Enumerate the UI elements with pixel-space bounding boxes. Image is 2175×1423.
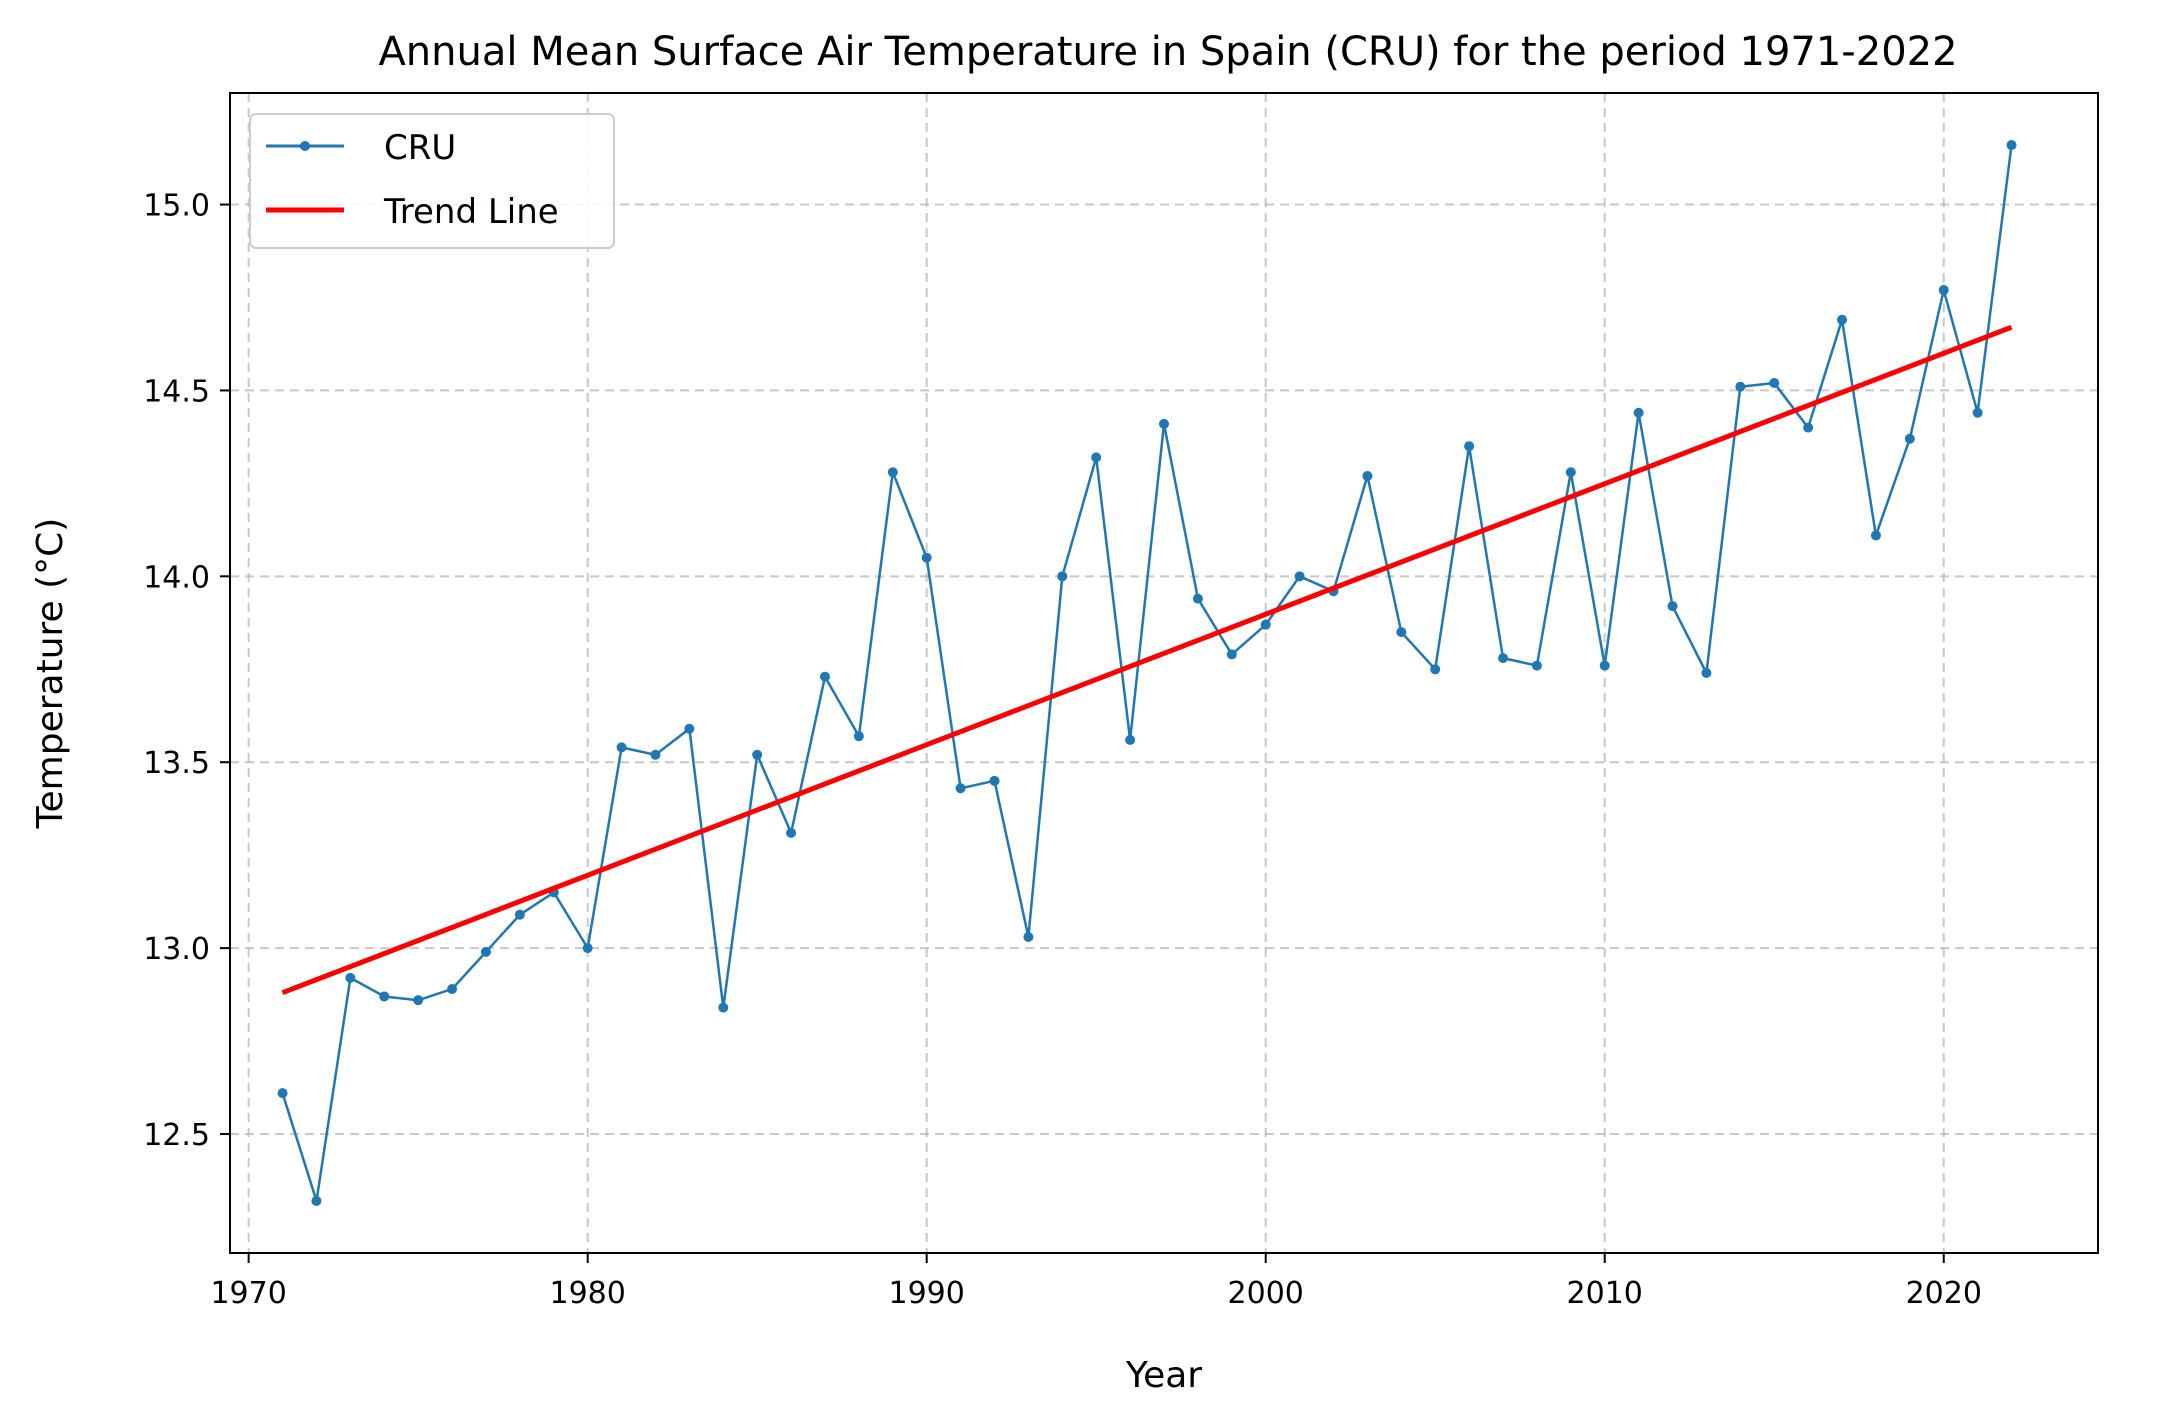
data-point-cru [480,946,491,957]
data-point-cru [786,827,797,838]
data-point-cru [1735,381,1746,392]
data-point-cru [853,731,864,742]
legend-label-cru: CRU [384,128,456,168]
data-point-cru [1938,285,1949,296]
data-point-cru [1159,418,1169,429]
data-point-cru [650,749,661,760]
data-point-cru [1226,649,1237,660]
data-point-cru [1260,619,1271,630]
data-point-cru [684,723,695,734]
y-tick-label: 12.5 [143,1118,210,1153]
data-point-cru [989,775,1000,786]
data-point-cru [514,909,525,920]
data-point-cru [1531,660,1542,671]
y-tick-label: 13.5 [143,746,210,781]
plot-series [277,140,2017,1206]
chart-title: Annual Mean Surface Air Temperature in S… [378,29,1957,75]
data-point-cru [1091,452,1102,463]
data-point-cru [1498,653,1509,664]
x-tick-label: 2020 [1906,1276,1982,1311]
data-point-cru [1464,441,1475,452]
data-point-cru [1192,593,1203,604]
x-axis-ticks: 1970 1980 1990 2000 2010 2020 [210,1253,1982,1311]
data-point-cru [718,1002,729,1013]
data-point-cru [379,991,390,1002]
data-point-cru [1430,664,1441,675]
y-tick-label: 15.0 [143,189,210,224]
data-point-cru [887,467,898,478]
data-point-cru [1701,668,1712,678]
data-point-cru [311,1195,322,1206]
data-point-cru [1972,407,1983,418]
data-point-cru [1904,433,1915,444]
data-point-cru [1599,660,1610,671]
data-point-cru [447,984,458,995]
x-tick-label: 1990 [889,1276,965,1311]
data-point-cru [582,943,593,954]
data-point-cru [955,783,966,794]
y-tick-label: 14.5 [143,374,210,409]
data-point-cru [1803,422,1814,433]
data-point-cru [1396,627,1407,638]
data-point-cru [1870,530,1881,541]
y-axis-label: Temperature (°C) [30,518,71,830]
data-point-cru [616,742,627,753]
data-point-cru [921,552,932,563]
data-point-cru [1362,470,1373,481]
data-point-cru [819,671,830,682]
data-point-cru [1565,467,1576,478]
y-tick-label: 13.0 [143,932,210,967]
x-tick-label: 1970 [210,1276,286,1311]
x-axis-label: Year [1125,1355,1202,1396]
grid-lines [230,93,2098,1253]
data-point-cru [1125,734,1136,745]
data-point-cru [1769,378,1780,388]
data-point-cru [1837,314,1848,325]
x-tick-label: 2010 [1567,1276,1643,1311]
data-point-cru [1633,407,1644,418]
plot-frame [229,92,2099,1254]
series-line-cru [281,144,2013,1203]
legend: CRU Trend Line [249,113,615,249]
data-point-cru [1057,571,1068,582]
data-point-cru [277,1088,288,1099]
series-line-trend-line [281,324,2013,996]
data-point-cru [752,749,763,760]
x-tick-label: 1980 [549,1276,625,1311]
legend-swatch-cru-marker [300,141,310,151]
data-point-cru [1667,601,1678,612]
data-point-cru [1294,571,1305,582]
x-tick-label: 2000 [1228,1276,1304,1311]
y-tick-label: 14.0 [143,560,210,595]
y-axis-ticks: 12.5 13.0 13.5 14.0 14.5 15.0 [143,189,230,1153]
data-point-cru [345,972,356,983]
data-point-cru [1023,931,1034,942]
data-point-cru [413,995,424,1006]
data-point-cru [2006,140,2017,151]
legend-label-trend-line: Trend Line [383,192,559,232]
